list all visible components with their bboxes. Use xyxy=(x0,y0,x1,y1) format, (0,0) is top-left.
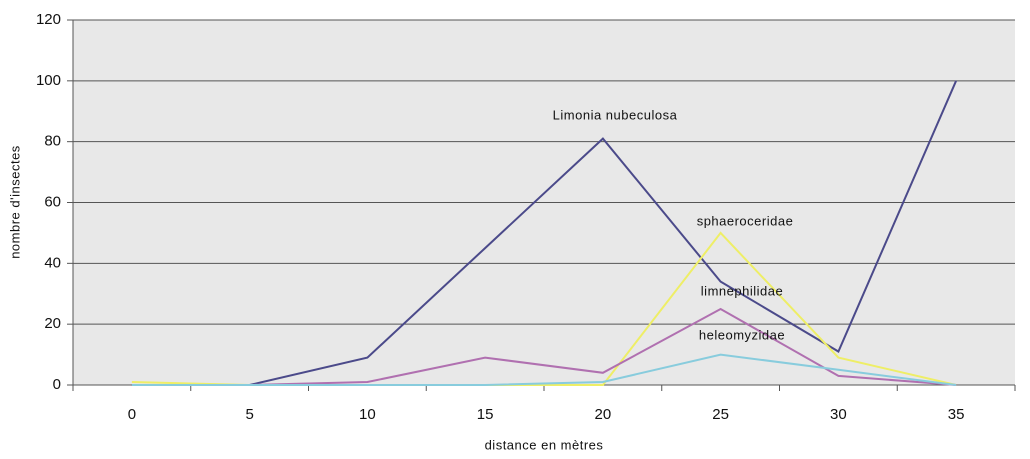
series-label: heleomyzidae xyxy=(699,327,785,342)
x-tick-label: 15 xyxy=(477,406,494,423)
x-tick-label: 35 xyxy=(948,406,965,423)
y-tick-label: 80 xyxy=(44,133,61,150)
y-axis-label: nombre d'insectes xyxy=(7,145,22,259)
lines xyxy=(131,80,958,386)
series-label: limnephilidae xyxy=(701,283,783,298)
y-tick-label: 0 xyxy=(53,376,61,393)
y-tick-label: 100 xyxy=(36,72,61,89)
y-tick-label: 120 xyxy=(36,11,61,28)
series-label: sphaeroceridae xyxy=(697,213,794,228)
series-label: Limonia nubeculosa xyxy=(553,107,678,122)
x-tick-label: 0 xyxy=(128,406,136,423)
x-tick-label: 5 xyxy=(245,406,253,423)
x-tick-label: 30 xyxy=(830,406,847,423)
y-tick-label: 60 xyxy=(44,193,61,210)
series-line xyxy=(131,353,957,386)
series-line xyxy=(131,80,958,386)
y-tick-label: 40 xyxy=(44,254,61,271)
y-tick-label: 20 xyxy=(44,315,61,332)
x-axis-label: distance en mètres xyxy=(485,437,604,452)
x-tick-label: 25 xyxy=(712,406,729,423)
x-tick-label: 20 xyxy=(595,406,612,423)
x-tick-label: 10 xyxy=(359,406,376,423)
